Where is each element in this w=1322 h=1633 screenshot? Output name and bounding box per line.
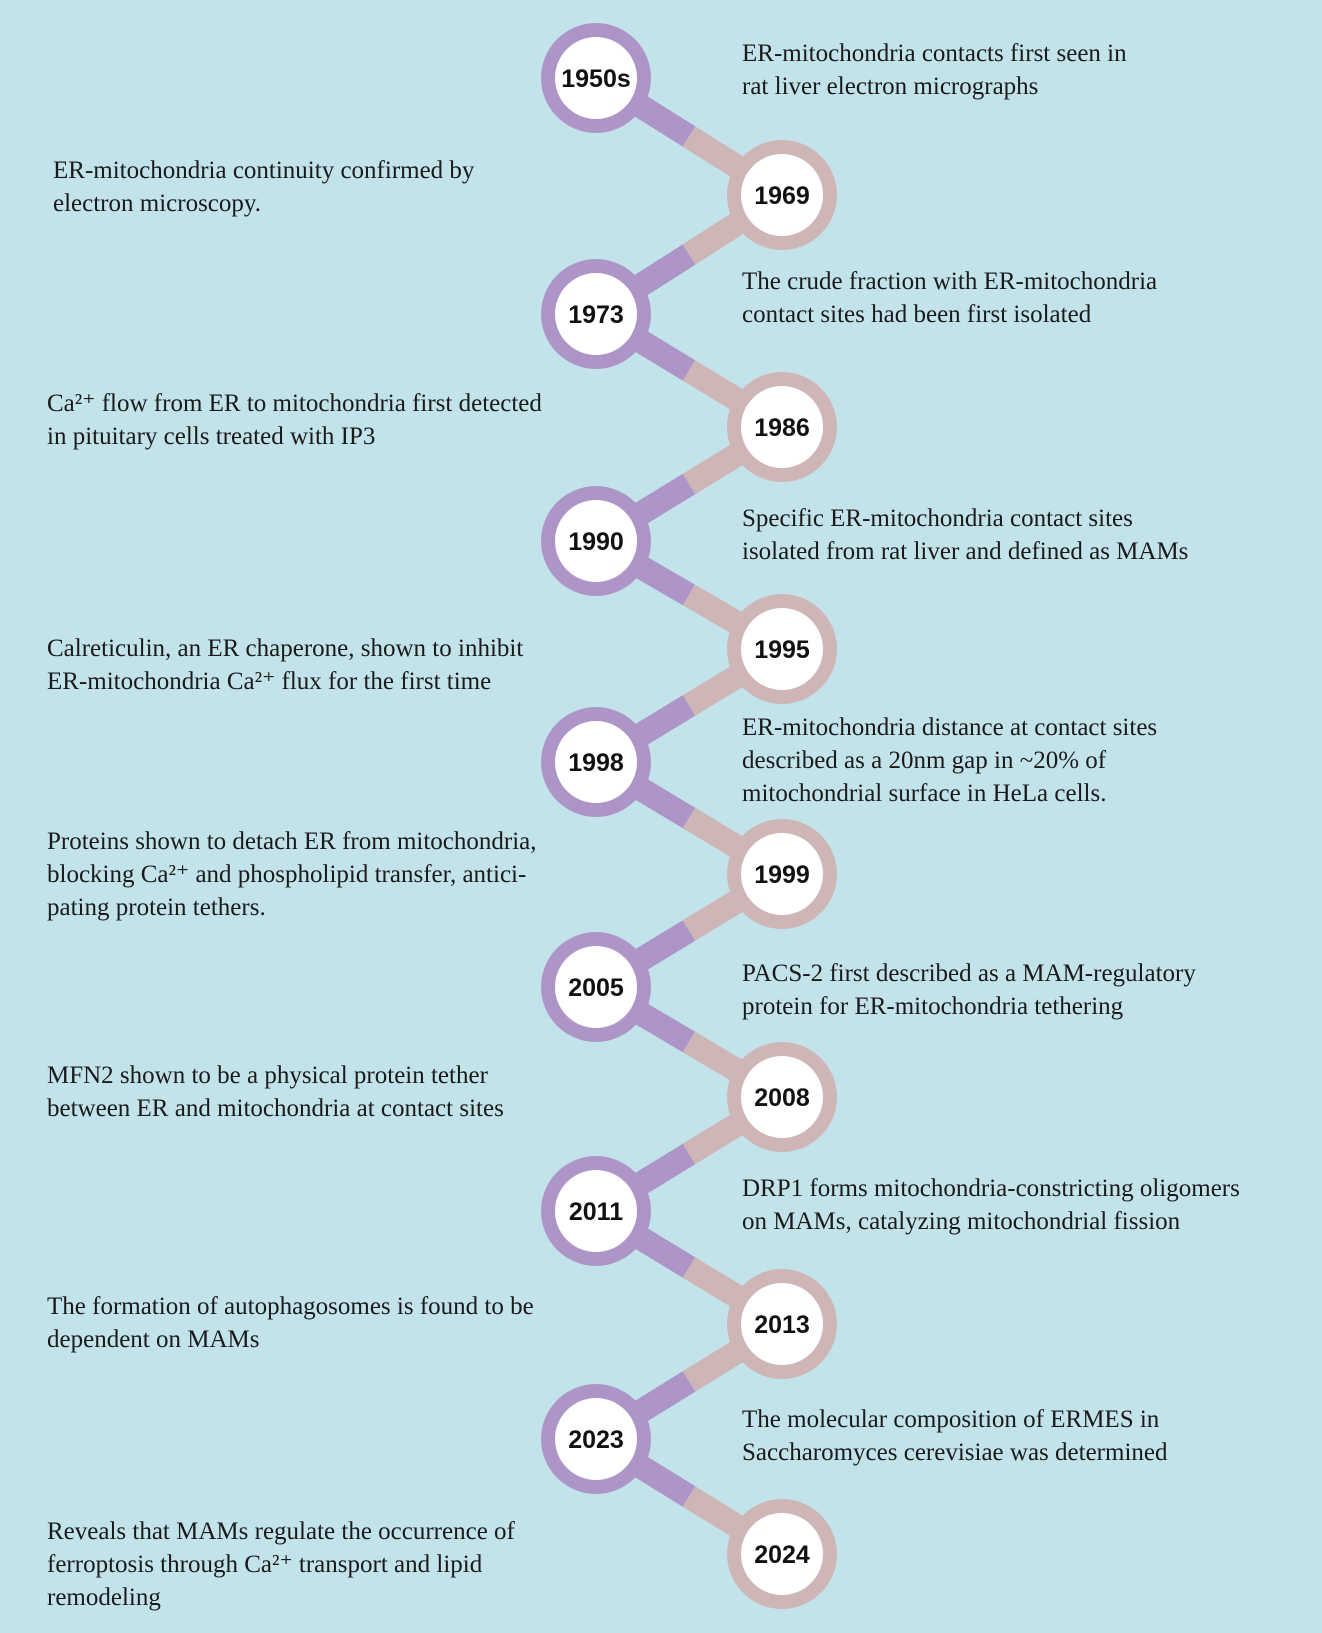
timeline-node-2011: 2011 [541, 1156, 651, 1266]
event-description-2013: The formation of autophagosomes is found… [47, 1293, 534, 1353]
event-description-2024: Reveals that MAMs regulate the occurrenc… [47, 1518, 515, 1611]
year-circle [727, 372, 837, 482]
event-description-1999: Proteins shown to detach ER from mitocho… [47, 828, 537, 921]
timeline-node-2024: 2024 [727, 1499, 837, 1609]
year-label: 2013 [754, 1311, 810, 1339]
year-circle [727, 1042, 837, 1152]
event-description-2023: The molecular composition of ERMES in Sa… [742, 1406, 1168, 1466]
year-label: 1990 [568, 528, 624, 556]
year-label: 2024 [754, 1541, 810, 1569]
year-label: 2005 [568, 974, 624, 1002]
year-circle [541, 486, 651, 596]
year-label: 2011 [569, 1198, 623, 1226]
year-label: 1973 [568, 301, 624, 329]
event-description-2005: PACS-2 first described as a MAM-regulato… [742, 960, 1196, 1020]
timeline-node-2023: 2023 [541, 1384, 651, 1494]
timeline-node-2008: 2008 [727, 1042, 837, 1152]
year-label: 1995 [754, 636, 810, 664]
timeline-node-1995: 1995 [727, 594, 837, 704]
year-circle [727, 594, 837, 704]
year-label: 1986 [754, 414, 810, 442]
timeline-node-2013: 2013 [727, 1269, 837, 1379]
timeline-node-1998: 1998 [541, 707, 651, 817]
year-circle [727, 1499, 837, 1609]
year-circle [541, 932, 651, 1042]
timeline-node-2005: 2005 [541, 932, 651, 1042]
event-description-1973: The crude fraction with ER-mitochondria … [742, 268, 1158, 328]
timeline-node-1969: 1969 [727, 140, 837, 250]
event-description-2008: MFN2 shown to be a physical protein teth… [47, 1062, 504, 1122]
event-description-2011: DRP1 forms mitochondria-constricting oli… [742, 1175, 1240, 1235]
year-circle [727, 140, 837, 250]
year-label: 1950s [561, 65, 631, 93]
year-circle [727, 1269, 837, 1379]
event-description-1990: Specific ER-mitochondria contact sites i… [742, 505, 1189, 565]
year-label: 1969 [754, 182, 810, 210]
timeline-node-1986: 1986 [727, 372, 837, 482]
year-circle [541, 23, 651, 133]
year-label: 2008 [754, 1084, 810, 1112]
timeline-node-1990: 1990 [541, 486, 651, 596]
event-description-1995: Calreticulin, an ER chaperone, shown to … [47, 635, 524, 695]
event-description-1969: ER-mitochondria continuity confirmed by … [53, 157, 475, 217]
year-circle [727, 819, 837, 929]
year-label: 1998 [568, 749, 624, 777]
year-label: 2023 [568, 1426, 624, 1454]
year-circle [541, 1384, 651, 1494]
timeline-node-1950s: 1950s [541, 23, 651, 133]
timeline-node-1973: 1973 [541, 259, 651, 369]
year-label: 1999 [754, 861, 810, 889]
event-description-1986: Ca²⁺ flow from ER to mitochondria first … [47, 390, 542, 450]
year-circle [541, 707, 651, 817]
year-circle [541, 1156, 651, 1266]
year-circle [541, 259, 651, 369]
timeline-node-1999: 1999 [727, 819, 837, 929]
event-description-1950s: ER-mitochondria contacts first seen in r… [742, 40, 1127, 100]
event-description-1998: ER-mitochondria distance at contact site… [742, 714, 1158, 807]
